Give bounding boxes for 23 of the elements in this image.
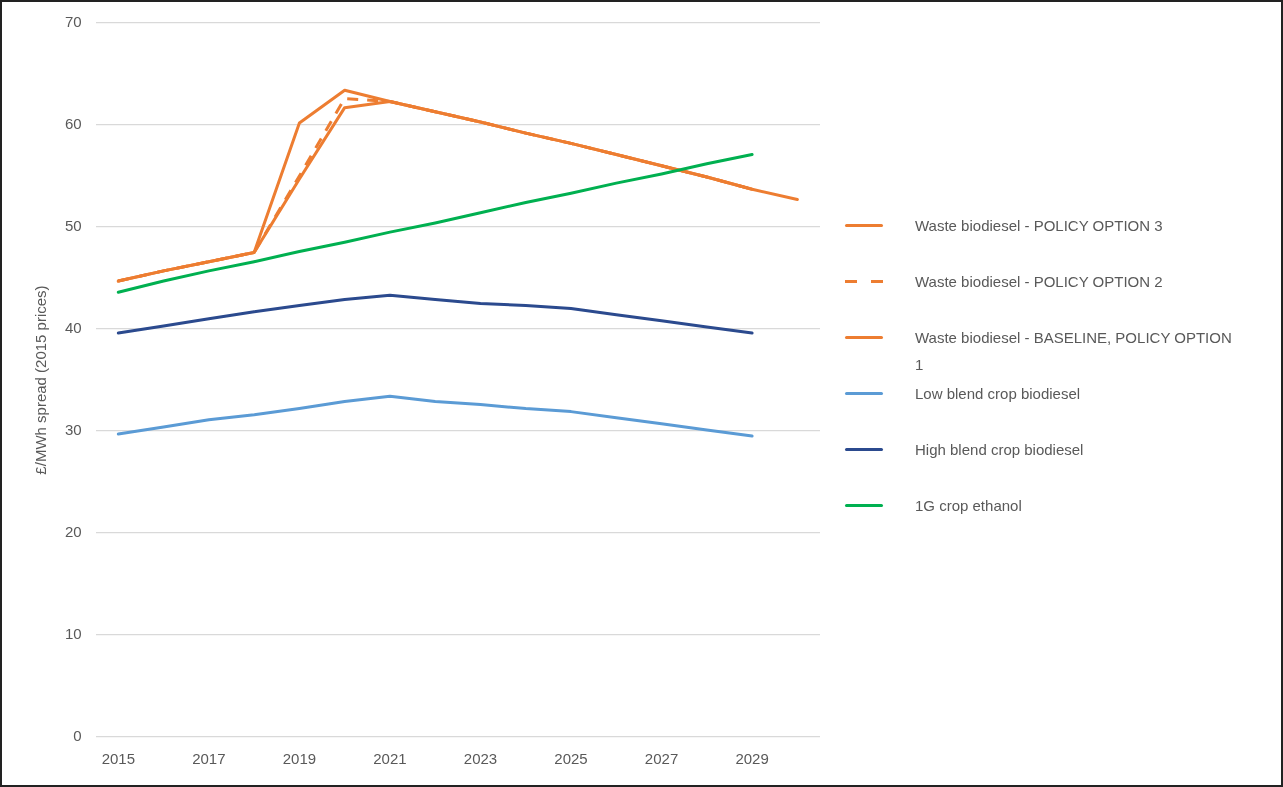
legend-label: Waste biodiesel - POLICY OPTION 2	[915, 272, 1163, 292]
legend-label: Low blend crop biodiesel	[915, 384, 1081, 404]
x-tick-label: 2017	[192, 750, 226, 768]
y-tick-label: 40	[65, 319, 82, 337]
x-tick-label: 2025	[554, 750, 588, 768]
y-tick-label: 30	[65, 421, 82, 439]
x-tick-label: 2027	[644, 750, 679, 768]
y-tick-label: 10	[65, 625, 82, 643]
y-axis-title: £/MWh spread (2015 prices)	[32, 285, 50, 475]
x-tick-label: 2023	[463, 750, 498, 768]
legend-label: Waste biodiesel - POLICY OPTION 3	[915, 216, 1163, 236]
x-tick-label: 2021	[373, 750, 407, 768]
legend-label: High blend crop biodiesel	[915, 440, 1084, 460]
x-tick-label: 2015	[101, 750, 136, 768]
y-tick-label: 20	[65, 523, 82, 541]
y-tick-label: 70	[65, 13, 82, 31]
y-tick-label: 50	[65, 217, 82, 235]
x-tick-label: 2019	[282, 750, 317, 768]
legend-label: Waste biodiesel - BASELINE, POLICY OPTION 1	[915, 328, 1233, 375]
legend-label: 1G crop ethanol	[915, 496, 1022, 516]
y-tick-label: 0	[73, 727, 82, 745]
x-tick-label: 2029	[735, 750, 769, 768]
y-tick-label: 60	[65, 115, 82, 133]
